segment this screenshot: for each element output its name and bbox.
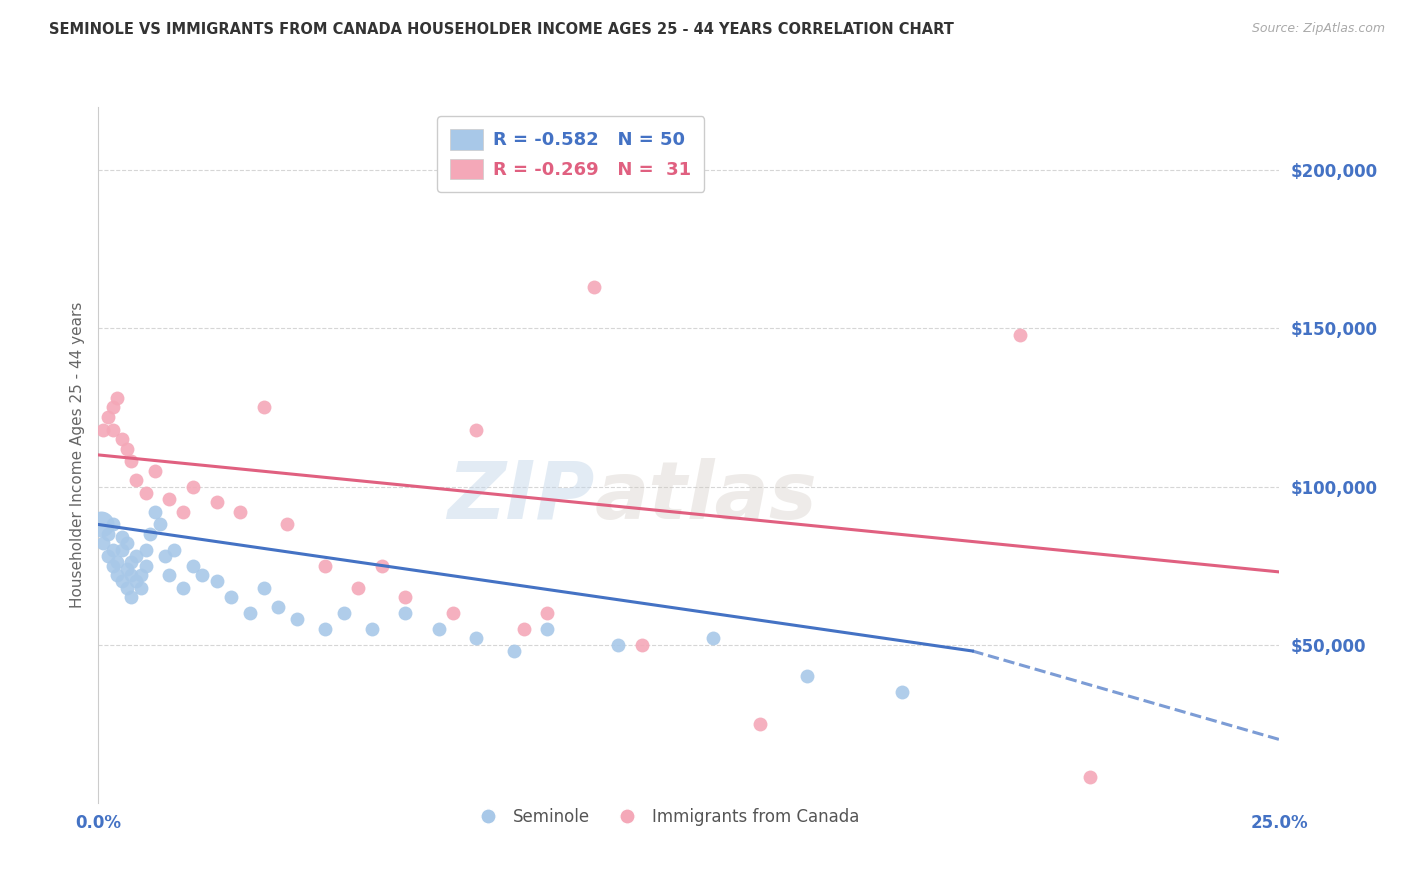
Point (347, 581, 370, 595)
Point (91, 536, 114, 550)
Point (135, 486, 157, 500)
Point (125, 549, 148, 563)
Point (115, 536, 138, 550)
Point (205, 574, 228, 589)
Point (219, 591, 242, 605)
Point (465, 423, 488, 437)
Point (105, 391, 128, 405)
Point (129, 581, 152, 595)
Text: SEMINOLE VS IMMIGRANTS FROM CANADA HOUSEHOLDER INCOME AGES 25 - 44 YEARS CORRELA: SEMINOLE VS IMMIGRANTS FROM CANADA HOUSE… (49, 22, 955, 37)
Point (512, 622, 534, 636)
Point (253, 401, 276, 415)
Point (314, 558, 336, 573)
Point (267, 599, 290, 614)
Point (503, 644, 526, 658)
Point (121, 591, 143, 605)
Point (394, 606, 416, 620)
Point (172, 581, 194, 595)
Point (181, 558, 204, 573)
Point (121, 556, 143, 570)
Point (630, 638, 652, 652)
Point (101, 517, 124, 532)
Point (101, 558, 124, 573)
Point (111, 530, 134, 544)
Point (135, 542, 157, 557)
Point (314, 622, 336, 636)
Point (607, 638, 630, 652)
Point (536, 606, 558, 620)
Point (748, 716, 770, 731)
Point (115, 562, 138, 576)
Point (111, 574, 134, 589)
Point (333, 606, 356, 620)
Point (702, 632, 724, 646)
Point (125, 574, 148, 589)
Point (441, 606, 464, 620)
Point (239, 606, 262, 620)
Point (371, 558, 394, 573)
Point (796, 669, 818, 683)
Point (361, 622, 384, 636)
Point (105, 568, 128, 582)
Point (253, 581, 276, 595)
Point (427, 622, 450, 636)
Text: Source: ZipAtlas.com: Source: ZipAtlas.com (1251, 22, 1385, 36)
Point (205, 495, 228, 509)
Point (121, 454, 143, 468)
Point (229, 505, 252, 519)
Point (394, 591, 416, 605)
Point (583, 280, 606, 294)
Point (111, 542, 134, 557)
Point (149, 517, 172, 532)
Point (890, 685, 912, 699)
Point (111, 432, 134, 446)
Point (191, 568, 214, 582)
Point (97, 409, 120, 424)
Point (101, 423, 124, 437)
Y-axis label: Householder Income Ages 25 - 44 years: Householder Income Ages 25 - 44 years (69, 301, 84, 608)
Point (276, 517, 298, 532)
Point (143, 505, 166, 519)
Point (285, 612, 308, 626)
Point (153, 549, 176, 563)
Point (91, 423, 114, 437)
Point (97, 527, 120, 541)
Point (143, 464, 166, 478)
Point (135, 558, 157, 573)
Point (90, 517, 112, 532)
Point (181, 479, 204, 493)
Point (105, 556, 128, 570)
Point (536, 622, 558, 636)
Point (115, 442, 138, 456)
Legend: Seminole, Immigrants from Canada: Seminole, Immigrants from Canada (465, 801, 866, 833)
Point (163, 542, 186, 557)
Point (465, 632, 488, 646)
Text: ZIP: ZIP (447, 458, 595, 536)
Point (121, 568, 143, 582)
Point (101, 401, 124, 415)
Point (129, 568, 152, 582)
Point (101, 542, 124, 557)
Point (157, 568, 180, 582)
Point (1008, 327, 1031, 342)
Point (157, 492, 180, 507)
Point (172, 505, 194, 519)
Text: atlas: atlas (595, 458, 817, 536)
Point (115, 581, 138, 595)
Point (139, 527, 162, 541)
Point (1080, 771, 1102, 785)
Point (97, 549, 120, 563)
Point (125, 473, 148, 487)
